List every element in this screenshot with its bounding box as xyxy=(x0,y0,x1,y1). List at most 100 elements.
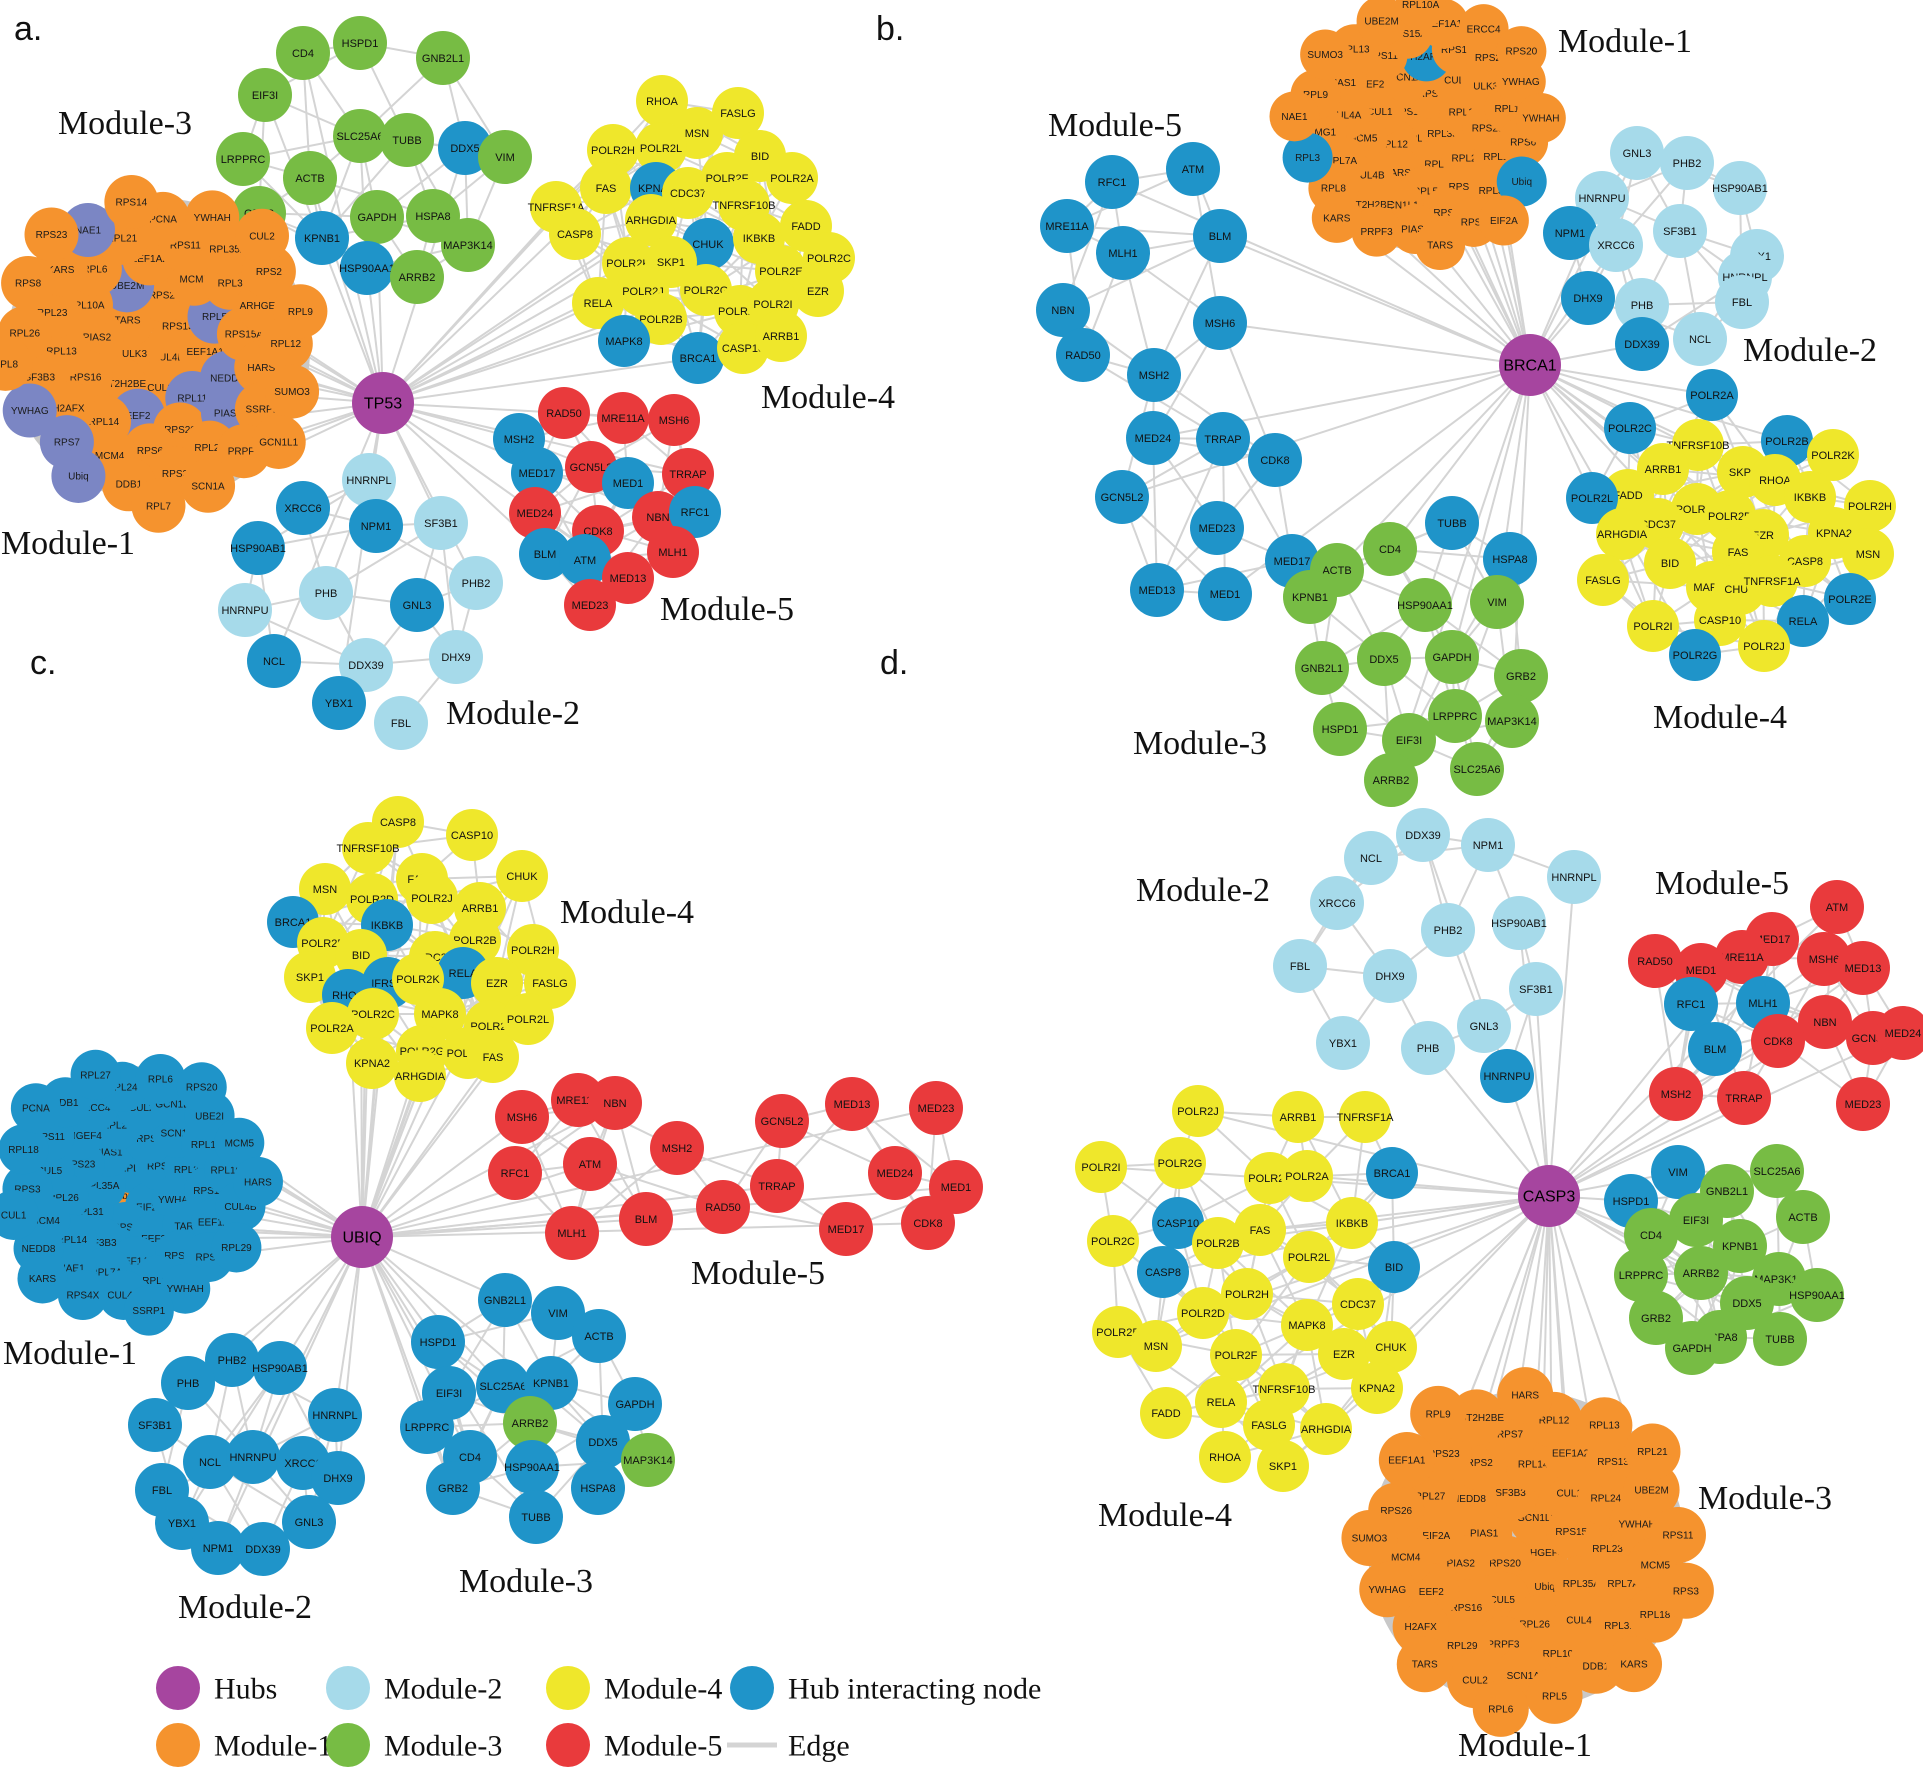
gene-node-circle xyxy=(597,392,649,444)
node-RPL27: RPL27 xyxy=(70,1049,121,1100)
legend-label: Module-5 xyxy=(604,1730,722,1763)
gene-node-label: PIAS1 xyxy=(94,1147,123,1158)
node-EZR: EZR xyxy=(792,265,844,317)
gene-node-circle xyxy=(1273,939,1327,993)
gene-node-label: TRRAP xyxy=(1204,434,1241,446)
gene-node-label: NCL xyxy=(199,1457,221,1469)
gene-node-label: CDC37 xyxy=(1340,1299,1376,1311)
gene-node-label: RPS14 xyxy=(1441,45,1473,56)
node-HARS: HARS xyxy=(232,1156,283,1207)
node-HNRNPL: HNRNPL xyxy=(342,453,396,507)
gene-node-label: PHB2 xyxy=(462,578,491,590)
gene-node-label: RPS13 xyxy=(1393,107,1425,118)
gene-node-label: ARHGDIA xyxy=(395,1071,446,1083)
node-MED23: MED23 xyxy=(909,1081,963,1135)
gene-node-circle xyxy=(1351,1362,1403,1414)
panel-letter-d: d. xyxy=(880,644,908,682)
node-NCL: NCL xyxy=(1673,312,1727,366)
node-MSH2: MSH2 xyxy=(1649,1067,1703,1121)
gene-node-label: DHX9 xyxy=(323,1473,352,1485)
node-RPL29: RPL29 xyxy=(211,1222,262,1273)
node-CASP8: CASP8 xyxy=(1137,1246,1189,1298)
node-RAD50: RAD50 xyxy=(1628,934,1682,988)
gene-node-label: MSH2 xyxy=(1661,1089,1692,1101)
gene-node-label: RPS20 xyxy=(1506,47,1538,58)
gene-node-circle xyxy=(1628,934,1682,988)
gene-node-label: RPL35A xyxy=(1563,1579,1601,1590)
node-CASP10: CASP10 xyxy=(1152,1197,1204,1249)
node-GCN5L2: GCN5L2 xyxy=(755,1094,809,1148)
node-PHB2: PHB2 xyxy=(1660,136,1714,190)
gene-node-circle xyxy=(1717,1071,1771,1125)
node-MSN: MSN xyxy=(299,863,351,915)
gene-node-label: SF3B1 xyxy=(1663,226,1697,238)
gene-node-circle xyxy=(502,993,554,1045)
gene-node-label: GNB2L1 xyxy=(1706,1186,1748,1198)
gene-node-label: BRCA1 xyxy=(1374,1168,1411,1180)
node-MLH1: MLH1 xyxy=(647,526,699,578)
gene-node-circle xyxy=(1410,1385,1467,1442)
gene-node-label: SUMO3 xyxy=(274,387,310,398)
gene-node-circle xyxy=(1715,275,1769,329)
node-CDC37: CDC37 xyxy=(1332,1278,1384,1330)
legend-label: Edge xyxy=(788,1730,850,1763)
node-ARHGDIA: ARHGDIA xyxy=(625,194,677,246)
node-CDK8: CDK8 xyxy=(901,1196,955,1250)
node-NCL: NCL xyxy=(183,1435,237,1489)
gene-node-circle xyxy=(619,1192,673,1246)
gene-node-label: CUL4B xyxy=(224,1202,257,1213)
node-POLR2F: POLR2F xyxy=(1210,1329,1262,1381)
gene-node-label: MRE11A xyxy=(601,413,645,425)
gene-node-circle xyxy=(648,394,700,446)
gene-node-label: RPS8 xyxy=(1461,217,1488,228)
node-HSP90AA1: HSP90AA1 xyxy=(1397,578,1453,632)
gene-node-label: HSP90AA1 xyxy=(504,1462,560,1474)
gene-node-circle xyxy=(509,1490,563,1544)
gene-node-circle xyxy=(414,496,468,550)
gene-node-circle xyxy=(390,578,444,632)
node-POLR2J: POLR2J xyxy=(1738,620,1790,672)
node-NPM1: NPM1 xyxy=(191,1521,245,1575)
gene-node-label: RHOA xyxy=(1759,475,1791,487)
gene-node-label: TNFRSF1A xyxy=(1744,576,1802,588)
gene-node-circle xyxy=(276,481,330,535)
node-FBL: FBL xyxy=(1273,939,1327,993)
edge xyxy=(1121,364,1531,498)
gene-node-label: ARRB2 xyxy=(512,1418,549,1430)
gene-node-label: CASP10 xyxy=(1157,1218,1199,1230)
gene-node-label: CD4 xyxy=(1640,1230,1662,1242)
node-MAPK8: MAPK8 xyxy=(1281,1299,1333,1351)
node-ACTB: ACTB xyxy=(1776,1190,1830,1244)
node-BLM: BLM xyxy=(619,1192,673,1246)
gene-node-label: RPL10A xyxy=(1402,0,1440,11)
gene-node-label: MED13 xyxy=(834,1099,871,1111)
gene-node-circle xyxy=(57,1269,108,1320)
node-POLR2K: POLR2K xyxy=(1807,429,1859,481)
gene-node-label: ACTB xyxy=(1322,565,1351,577)
node-NPM1: NPM1 xyxy=(1461,818,1515,872)
node-DDX5: DDX5 xyxy=(576,1415,630,1469)
gene-node-label: BRCA1 xyxy=(275,917,312,929)
node-XRCC6: XRCC6 xyxy=(276,481,330,535)
gene-node-circle xyxy=(1363,949,1417,1003)
gene-node-circle xyxy=(247,634,301,688)
gene-node-label: CUL1 xyxy=(147,383,173,394)
node-CD4: CD4 xyxy=(276,26,330,80)
gene-node-label: ARRB1 xyxy=(1645,464,1682,476)
node-CASP8: CASP8 xyxy=(549,208,601,260)
gene-node-circle xyxy=(750,1159,804,1213)
gene-node-label: ATM xyxy=(1182,164,1204,176)
gene-node-circle xyxy=(1492,896,1546,950)
gene-node-label: EEF1A1 xyxy=(187,347,225,358)
node-HSP90AA1: HSP90AA1 xyxy=(339,241,395,295)
node-EZR: EZR xyxy=(471,957,523,1009)
gene-node-circle xyxy=(1713,1219,1767,1273)
node-CHUK: CHUK xyxy=(1365,1321,1417,1373)
hub-node-TP53: TP53 xyxy=(352,372,414,434)
gene-node-label: PIAS1 xyxy=(1470,1529,1499,1540)
gene-node-circle xyxy=(1470,575,1524,629)
node-RPL8: RPL8 xyxy=(0,336,33,391)
gene-node-label: H2AFX xyxy=(1410,52,1443,63)
gene-node-label: NEDD8 xyxy=(22,1244,56,1255)
node-GRB2: GRB2 xyxy=(1494,649,1548,703)
